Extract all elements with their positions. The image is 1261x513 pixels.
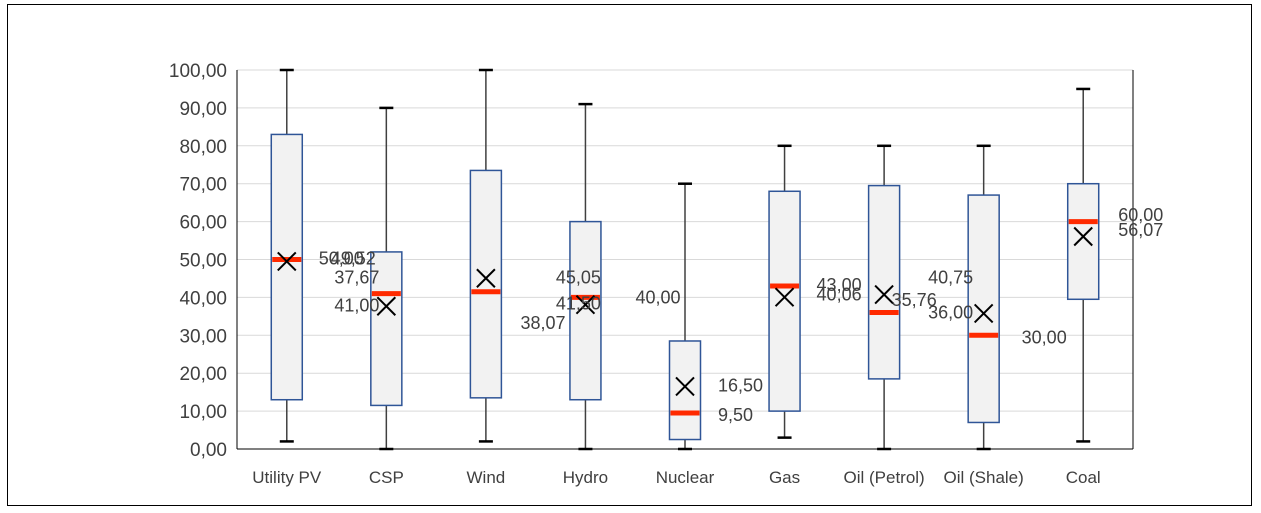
x-tick-label-utility-pv: Utility PV [252,468,322,487]
y-tick-label: 0,00 [190,440,227,461]
x-tick-label-gas: Gas [769,468,800,487]
chart-frame [7,4,1252,506]
data-label: 43,00 [817,275,862,295]
x-tick-label-nuclear: Nuclear [656,468,715,487]
x-tick-label-oil-shale: Oil (Shale) [944,468,1024,487]
mean-marker-csp [376,296,397,316]
x-tick-label-coal: Coal [1066,468,1101,487]
data-label: 45,05 [556,267,601,287]
box-coal [1066,182,1100,301]
box-csp [370,251,403,407]
data-label: 50,00 [319,249,364,269]
y-tick-label: 10,00 [179,402,227,423]
data-label: 38,07 [520,313,565,333]
data-label: 40,75 [928,267,973,287]
mean-marker-utility-pv [277,251,297,272]
y-tick-label: 40,00 [179,288,227,309]
x-tick-label-wind: Wind [467,468,506,487]
x-tick-label-hydro: Hydro [563,468,608,487]
mean-marker-oil-shale [973,303,994,324]
y-tick-label: 70,00 [179,175,227,196]
mean-marker-coal [1073,226,1093,247]
y-tick-label: 20,00 [179,364,227,385]
box-gas [768,190,801,412]
box-oil-petrol [867,184,901,380]
data-label: 37,67 [334,267,379,287]
data-label: 56,07 [1118,220,1163,240]
box-oil-shale [967,194,1000,424]
y-tick-label: 100,00 [169,61,227,82]
y-tick-label: 80,00 [179,137,227,158]
mean-marker-hydro [575,295,596,315]
data-label: 35,76 [892,290,937,310]
data-label: 49,52 [331,249,376,269]
y-tick-label: 60,00 [179,213,227,234]
data-label: 36,00 [928,303,973,323]
data-label: 41,50 [556,294,601,314]
box-utility-pv [270,133,304,401]
data-label: 40,00 [635,287,680,307]
box-hydro [569,220,602,401]
data-label: 41,00 [334,296,379,316]
y-tick-label: 90,00 [179,99,227,120]
data-label: 40,06 [817,285,862,305]
x-tick-label-csp: CSP [369,468,404,487]
mean-marker-nuclear [675,376,695,397]
data-label: 60,00 [1118,205,1163,225]
box-wind [469,169,503,399]
mean-marker-wind [476,268,496,288]
y-tick-label: 30,00 [179,326,227,347]
data-label: 30,00 [1022,327,1067,347]
box-nuclear [668,340,702,441]
y-tick-label: 50,00 [179,251,227,272]
data-label: 16,50 [718,375,763,395]
mean-marker-oil-petrol [874,284,894,305]
mean-marker-gas [774,287,795,307]
x-tick-label-oil-petrol: Oil (Petrol) [843,468,924,487]
data-label: 9,50 [718,405,753,425]
